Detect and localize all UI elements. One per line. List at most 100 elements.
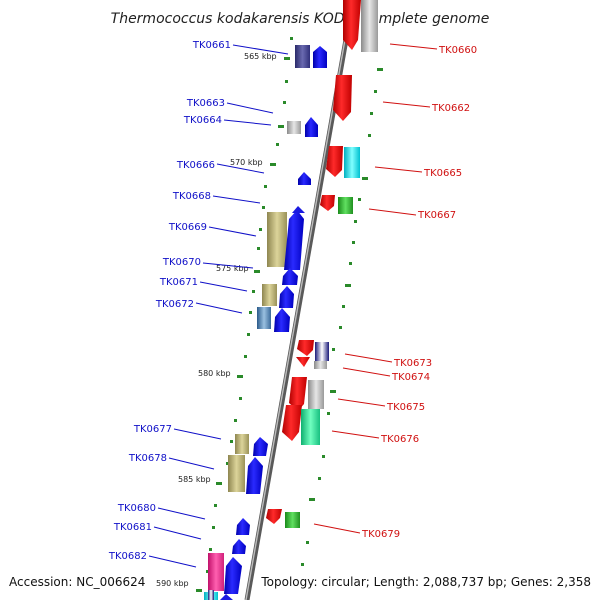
tick-mark bbox=[244, 355, 247, 358]
leader-line bbox=[223, 119, 272, 126]
leader-line bbox=[216, 163, 265, 174]
gene-label-tk0671: TK0671 bbox=[159, 277, 198, 288]
tick-mark bbox=[285, 80, 288, 83]
gene-features-left bbox=[204, 45, 327, 600]
gene-arrow bbox=[305, 117, 318, 137]
tick-mark bbox=[290, 37, 293, 40]
gene-label-tk0661: TK0661 bbox=[192, 40, 231, 51]
accession-text: Accession: NC_006624 bbox=[9, 575, 145, 589]
gene-label-tk0664: TK0664 bbox=[183, 115, 222, 126]
gene-feature bbox=[314, 361, 327, 369]
gene-arrow bbox=[292, 206, 305, 213]
gene-feature bbox=[257, 307, 271, 329]
gene-labels-left: TK0661 TK0663 TK0664 TK0666 TK0668 TK066… bbox=[108, 40, 231, 562]
gene-feature bbox=[267, 212, 287, 267]
gene-label-tk0680: TK0680 bbox=[117, 503, 156, 514]
gene-arrow bbox=[246, 457, 263, 494]
tick-mark bbox=[322, 455, 325, 458]
scale-label-575: 575 kbp bbox=[216, 264, 249, 273]
tick-mark bbox=[234, 419, 237, 422]
leader-line bbox=[208, 226, 257, 237]
tick-mark bbox=[264, 185, 267, 188]
tick-mark bbox=[278, 125, 284, 128]
tick-mark bbox=[226, 462, 229, 465]
tick-mark bbox=[283, 101, 286, 104]
tick-mark bbox=[214, 504, 217, 507]
leader-line bbox=[195, 302, 243, 314]
tick-mark bbox=[212, 526, 215, 529]
gene-arrow bbox=[282, 405, 302, 441]
gene-label-tk0673: TK0673 bbox=[393, 358, 432, 369]
gene-label-tk0674: TK0674 bbox=[391, 372, 430, 383]
leader-line bbox=[173, 428, 222, 440]
tick-mark bbox=[254, 270, 260, 273]
gene-label-tk0662: TK0662 bbox=[431, 103, 470, 114]
gene-label-tk0668: TK0668 bbox=[172, 191, 211, 202]
gene-feature bbox=[208, 553, 224, 591]
tick-mark bbox=[354, 220, 357, 223]
gene-label-tk0679: TK0679 bbox=[361, 529, 400, 540]
gene-feature bbox=[361, 0, 378, 52]
leader-line bbox=[368, 208, 417, 216]
tick-mark bbox=[270, 163, 276, 166]
gene-arrow bbox=[266, 509, 282, 524]
gene-arrow bbox=[236, 518, 250, 535]
leader-line bbox=[342, 367, 391, 377]
gene-labels-right: TK0660 TK0662 TK0665 TK0667 TK0673 TK067… bbox=[361, 45, 477, 540]
tick-mark bbox=[257, 247, 260, 250]
gene-label-tk0672: TK0672 bbox=[155, 299, 194, 310]
leader-line bbox=[313, 523, 361, 534]
tick-mark bbox=[362, 177, 368, 180]
leader-line bbox=[157, 507, 206, 520]
gene-arrow bbox=[274, 308, 290, 332]
gene-feature bbox=[235, 434, 249, 454]
gene-feature bbox=[301, 409, 320, 445]
scale-label-580: 580 kbp bbox=[198, 369, 231, 378]
leader-lines-right bbox=[313, 43, 438, 534]
leader-line bbox=[374, 166, 423, 173]
leader-line bbox=[232, 44, 289, 55]
gene-feature bbox=[228, 455, 245, 492]
leader-line bbox=[168, 457, 215, 470]
scale-labels: 565 kbp 570 kbp 575 kbp 580 kbp 585 kbp … bbox=[156, 52, 277, 588]
gene-arrow bbox=[298, 172, 311, 185]
tick-mark bbox=[309, 498, 315, 501]
gene-arrow bbox=[296, 357, 310, 367]
gene-arrow bbox=[284, 210, 304, 270]
leader-line bbox=[226, 102, 274, 114]
tick-mark bbox=[301, 563, 304, 566]
gene-feature bbox=[308, 380, 324, 409]
scale-label-565: 565 kbp bbox=[244, 52, 277, 61]
gene-label-tk0669: TK0669 bbox=[168, 222, 207, 233]
gene-arrow bbox=[297, 340, 314, 356]
gene-arrow bbox=[333, 75, 352, 121]
tick-mark bbox=[339, 326, 342, 329]
tick-mark bbox=[237, 375, 243, 378]
tick-mark bbox=[306, 541, 309, 544]
tick-mark bbox=[209, 548, 212, 551]
tick-mark bbox=[330, 390, 336, 393]
tick-mark bbox=[370, 112, 373, 115]
gene-label-tk0675: TK0675 bbox=[386, 402, 425, 413]
gene-label-tk0682: TK0682 bbox=[108, 551, 147, 562]
gene-feature bbox=[338, 197, 353, 214]
scale-label-590: 590 kbp bbox=[156, 579, 189, 588]
tick-mark bbox=[262, 206, 265, 209]
leader-line bbox=[389, 43, 438, 50]
leader-line bbox=[148, 555, 197, 568]
tick-mark bbox=[247, 333, 250, 336]
gene-arrow bbox=[282, 268, 298, 285]
tick-mark bbox=[216, 482, 222, 485]
leader-line bbox=[202, 262, 254, 269]
gene-arrow bbox=[289, 377, 307, 411]
tick-mark bbox=[239, 397, 242, 400]
gene-label-tk0676: TK0676 bbox=[380, 434, 419, 445]
scale-label-585: 585 kbp bbox=[178, 475, 211, 484]
gene-feature bbox=[344, 147, 360, 178]
gene-arrow bbox=[232, 539, 246, 554]
gene-feature bbox=[295, 45, 310, 68]
leader-lines-left bbox=[148, 44, 289, 568]
tick-mark bbox=[377, 68, 383, 71]
tick-marks-right bbox=[301, 68, 383, 566]
tick-mark bbox=[284, 57, 290, 60]
